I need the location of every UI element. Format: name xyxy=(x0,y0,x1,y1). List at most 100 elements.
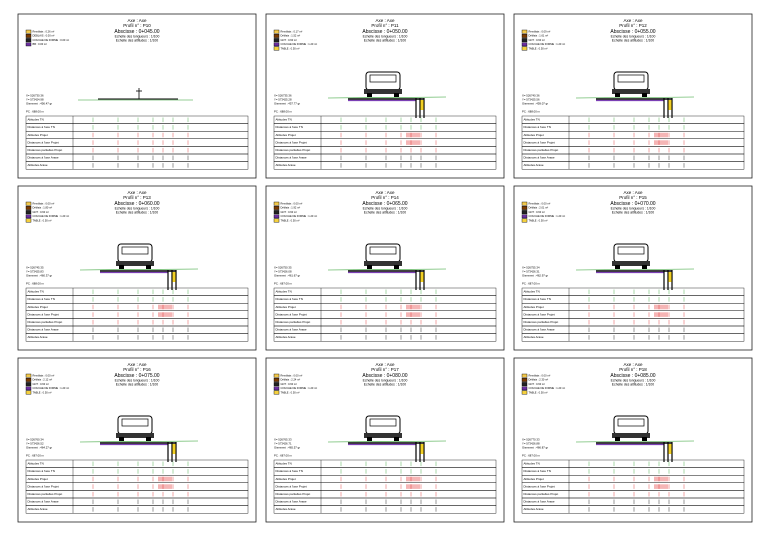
legend-label: Remblais : 0.00 m² xyxy=(33,201,55,205)
table-row xyxy=(273,333,497,342)
legend-label: COUCHE DE FORME : 1.20 m² xyxy=(529,214,566,218)
legend-label: GNT : 0.60 m² xyxy=(281,382,298,386)
legend-label: TABLE : 0.50 m² xyxy=(529,218,548,222)
coordinate: X= 526770.33 xyxy=(522,438,540,442)
row-label: Distances à l'axe TN xyxy=(28,297,55,301)
highlight xyxy=(158,312,172,317)
legend-swatch xyxy=(273,214,280,219)
page-frame xyxy=(17,357,257,523)
scale: Echelle des longueurs : 1/100 xyxy=(115,206,160,210)
legend-swatch xyxy=(273,390,280,395)
coordinate: X= 526735.36 xyxy=(274,94,292,98)
row-label: Altitudes Arase xyxy=(524,163,544,167)
coordinate: X= 526755.34 xyxy=(522,266,540,270)
truck-bumper xyxy=(364,261,402,266)
scale: Echelle des longueurs : 1/100 xyxy=(363,34,408,38)
row-label: Altitudes Projet xyxy=(276,477,296,481)
legend-swatch xyxy=(25,201,32,206)
legend-swatch xyxy=(25,390,32,395)
legend-label: Remblais : 0.00 m² xyxy=(281,373,303,377)
legend-label: TABLE : 0.50 m² xyxy=(529,390,548,394)
row-label: Altitudes TN xyxy=(28,462,44,466)
scale: Echelle des longueurs : 1/100 xyxy=(611,378,656,382)
row-label: Distances à l'axe Arase xyxy=(524,328,555,332)
pk: PC : 688.00 m xyxy=(274,110,293,114)
row-label: Distances à l'axe TN xyxy=(276,469,303,473)
pk: PC : 687.00 m xyxy=(26,454,45,458)
page-frame xyxy=(513,13,753,179)
legend-label: Remblais : 0.00 m² xyxy=(281,201,303,205)
legend-swatch xyxy=(273,29,280,34)
truck-wheel xyxy=(394,437,399,441)
profile-number: Profil n° : P16 xyxy=(123,367,151,372)
legend-label: Remblais : 0.26 m² xyxy=(33,29,55,33)
axis-name: Axe : Axe xyxy=(623,18,643,23)
coordinate: Gisement : 459.07 gr xyxy=(522,102,548,106)
row-label: Distances partielles Projet xyxy=(276,148,311,152)
row-label: Altitudes Projet xyxy=(524,477,544,481)
legend-label: TABLE : 0.50 m² xyxy=(281,46,300,50)
row-label: Altitudes Projet xyxy=(28,477,48,481)
coordinate: Gisement : 460.37 gr xyxy=(26,274,52,278)
truck-wheel xyxy=(394,93,399,97)
profile-number: Profil n° : P10 xyxy=(123,23,151,28)
scale: Echelle des longueurs : 1/100 xyxy=(363,206,408,210)
tn-line xyxy=(575,268,695,271)
row-label: Distances à l'axe TN xyxy=(28,125,55,129)
row-label: Distances à l'axe Arase xyxy=(276,500,307,504)
legend-swatch xyxy=(521,386,528,391)
legend-swatch xyxy=(273,378,280,382)
legend-swatch xyxy=(273,386,280,391)
coordinate: Gisement : 462.97 gr xyxy=(522,274,548,278)
legend-label: BB : 0.00 m² xyxy=(33,42,48,46)
legend-label: COUCHE DE FORME : 1.20 m² xyxy=(529,386,566,390)
row-label: Distances partielles Projet xyxy=(276,320,311,324)
row-label: Altitudes Projet xyxy=(524,133,544,137)
pk: PC : 687.00 m xyxy=(522,282,541,286)
row-label: Distances à l'axe Projet xyxy=(276,484,307,488)
row-label: Distances à l'axe TN xyxy=(276,297,303,301)
truck-wheel xyxy=(146,437,151,441)
legend-swatch xyxy=(273,201,280,206)
highlight xyxy=(406,484,420,489)
table-row xyxy=(521,505,745,514)
truck-wheel xyxy=(367,437,372,441)
row-label: Altitudes TN xyxy=(524,462,540,466)
legend-swatch xyxy=(25,206,32,210)
row-label: Altitudes Arase xyxy=(276,335,296,339)
legend-swatch xyxy=(273,373,280,378)
abscissa: Abscisse : 0+060.00 xyxy=(114,201,159,207)
legend-swatch xyxy=(25,29,32,34)
row-label: Distances partielles Projet xyxy=(28,492,63,496)
coordinate: X= 526750.35 xyxy=(274,266,292,270)
row-label: Distances à l'axe Projet xyxy=(276,140,307,144)
coordinate: Gisement : 461.67 gr xyxy=(274,274,300,278)
row-label: Altitudes TN xyxy=(524,290,540,294)
coordinate: Y= 573425.56 xyxy=(522,98,540,102)
row-label: Altitudes Projet xyxy=(276,305,296,309)
legend-label: Remblais : 0.00 m² xyxy=(529,373,551,377)
yellow-layer xyxy=(172,272,176,282)
scale: Echelle des altitudes : 1/100 xyxy=(612,210,655,214)
truck-wheel xyxy=(394,265,399,269)
legend-swatch xyxy=(521,42,528,47)
abscissa: Abscisse : 0+085.00 xyxy=(610,373,655,379)
tn-line xyxy=(79,268,199,271)
legend-swatch xyxy=(521,201,528,206)
yellow-layer xyxy=(420,444,424,454)
page-frame xyxy=(265,185,505,351)
highlight xyxy=(654,304,668,310)
legend-label: Déblais : 2.12 m² xyxy=(33,378,53,382)
legend-swatch xyxy=(273,206,280,210)
profile-number: Profil n° : P11 xyxy=(371,23,399,28)
row-label: Distances à l'axe Projet xyxy=(28,312,59,316)
page-frame xyxy=(17,185,257,351)
legend-swatch xyxy=(521,34,528,38)
pk: PC : 688.00 m xyxy=(26,110,45,114)
legend-swatch xyxy=(273,34,280,38)
legend-label: COUCHE DE FORME : 1.20 m² xyxy=(281,42,318,46)
coordinate: Gisement : 464.27 gr xyxy=(26,446,52,450)
